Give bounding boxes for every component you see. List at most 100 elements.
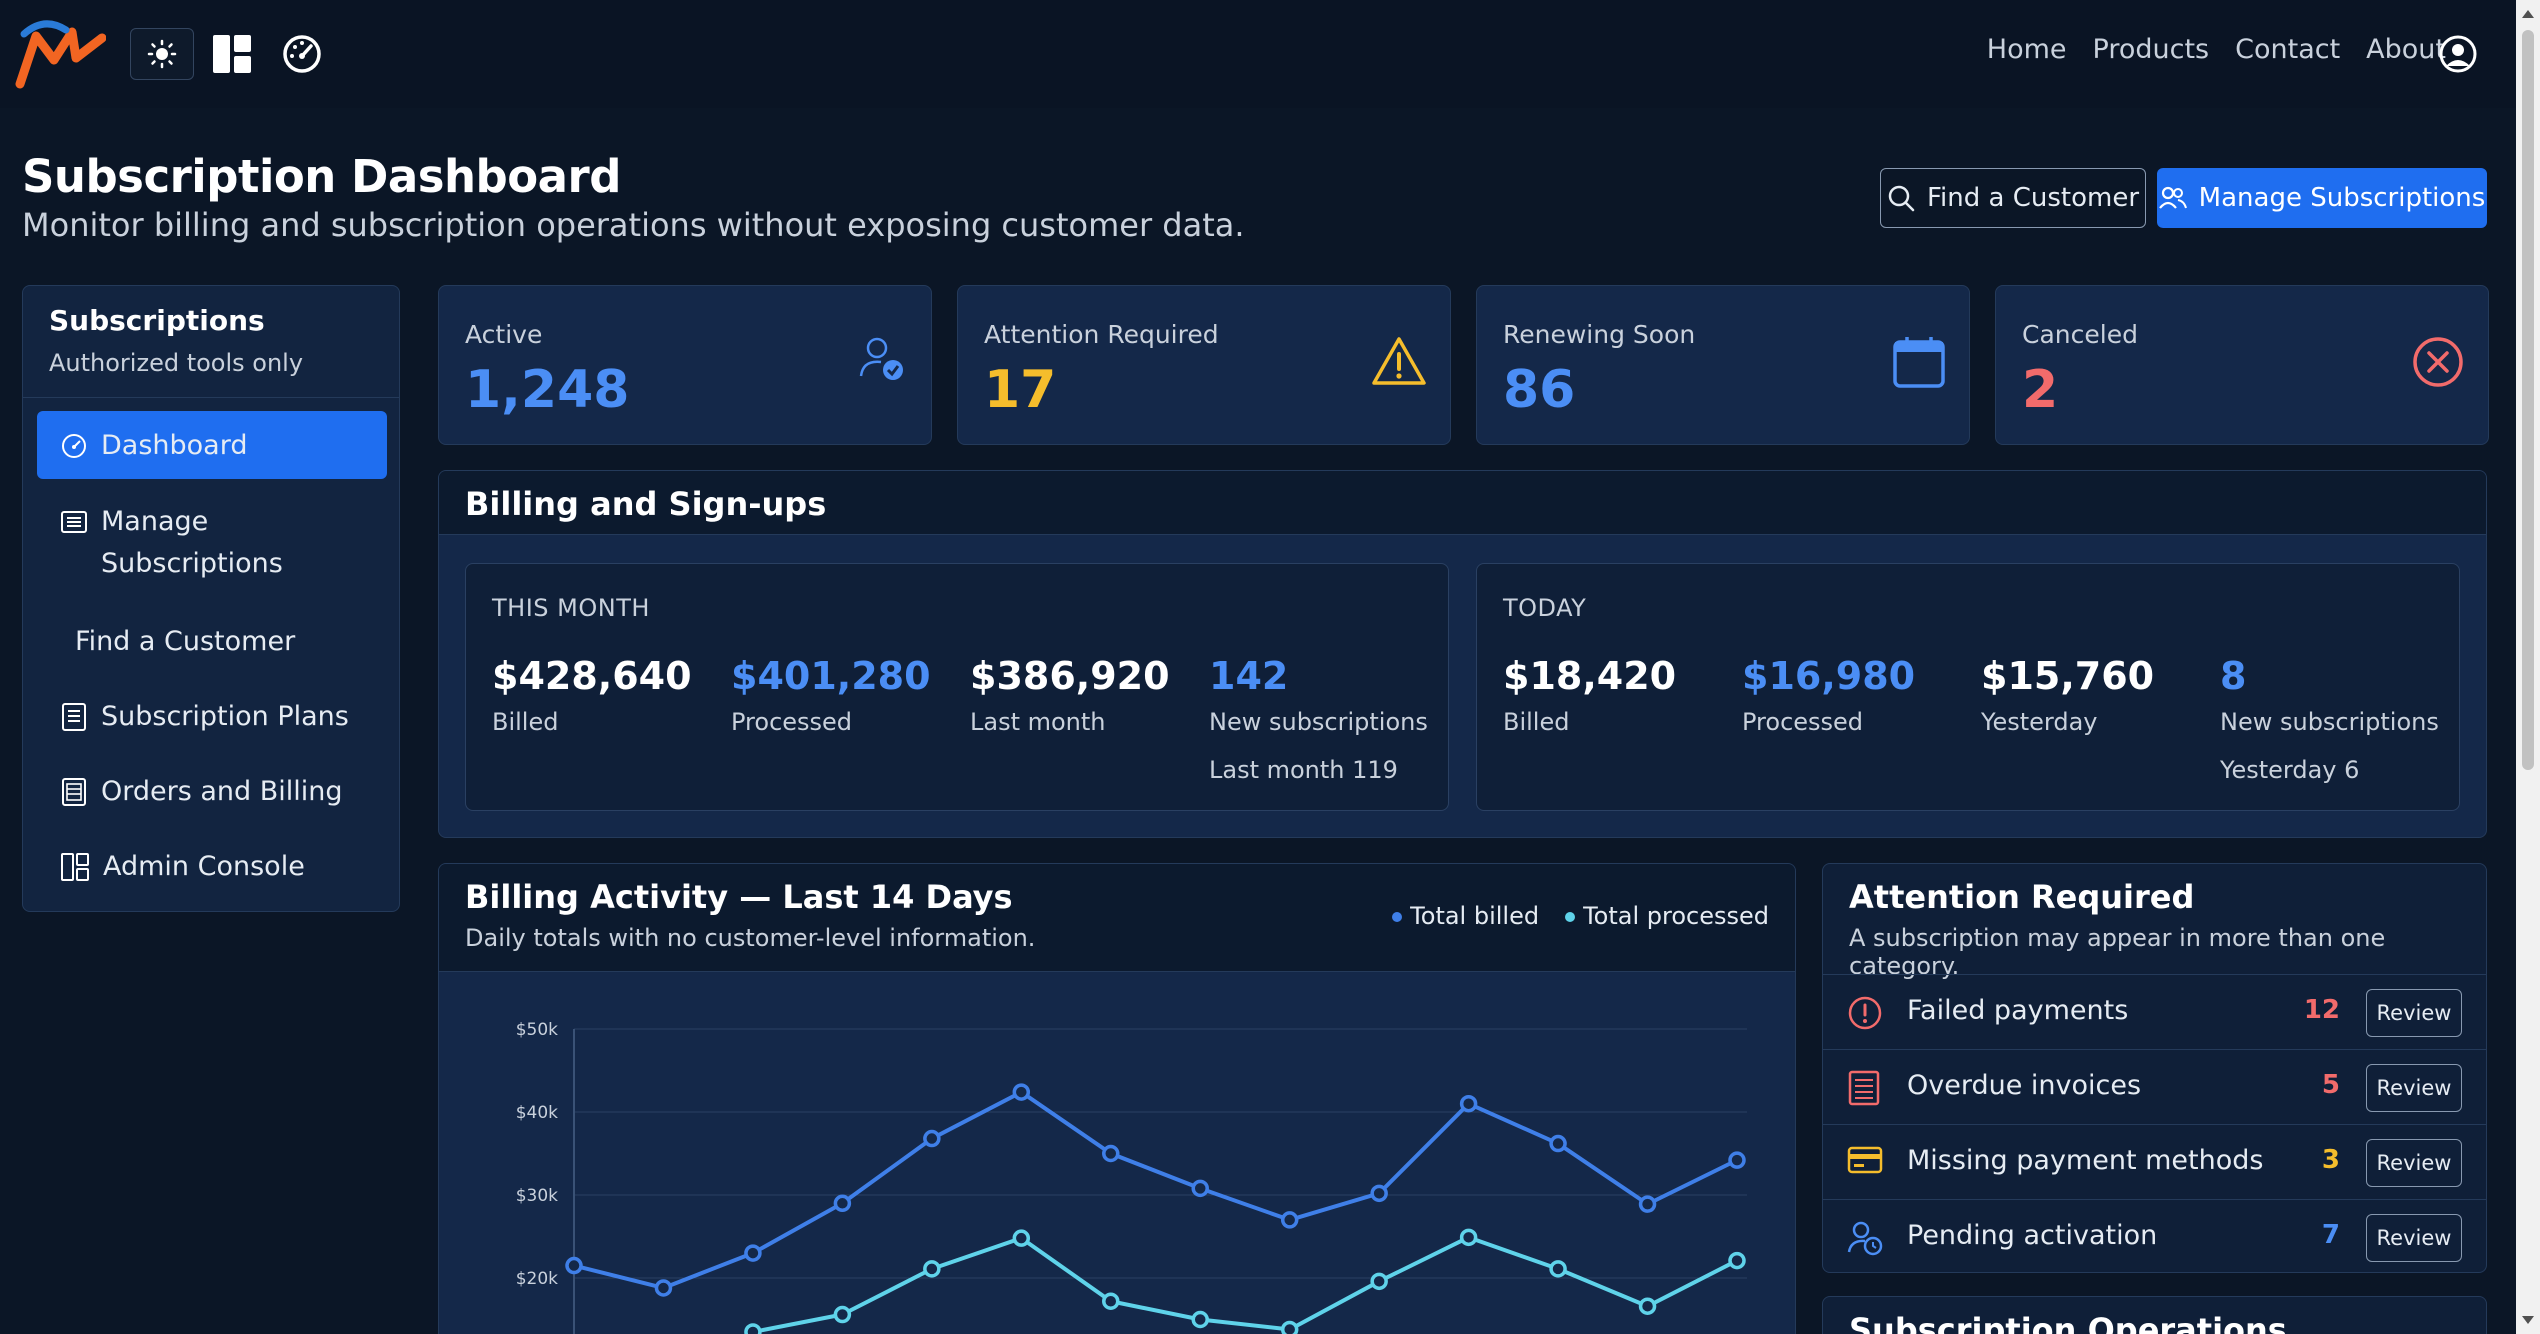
page-scrollbar[interactable]: [2516, 0, 2540, 1334]
attention-row-failed-payments: Failed payments 12 Review: [1823, 974, 2486, 1049]
review-button[interactable]: Review: [2366, 1214, 2462, 1262]
sidebar-item-find-customer[interactable]: Find a Customer: [37, 626, 387, 657]
manage-subscriptions-button[interactable]: Manage Subscriptions: [2157, 168, 2487, 228]
data-point[interactable]: [744, 1244, 762, 1262]
y-tick-label: $20k: [516, 1269, 558, 1289]
manage-subscriptions-label: Manage Subscriptions: [2198, 183, 2486, 213]
activity-header: Billing Activity — Last 14 Days Daily to…: [439, 864, 1795, 972]
sidebar-item-manage-subscriptions[interactable]: Manage Subscriptions: [37, 501, 387, 585]
brand-logo-icon[interactable]: [14, 14, 106, 90]
page-title: Subscription Dashboard: [22, 150, 621, 203]
attention-title: Attention Required: [1849, 878, 2195, 916]
review-button[interactable]: Review: [2366, 1139, 2462, 1187]
today-box: TODAY $18,420 Billed $16,980 Processed $…: [1476, 563, 2460, 811]
sidebar-item-label: Subscription Plans: [101, 701, 349, 732]
metric-note: Yesterday 6: [2220, 756, 2360, 784]
calendar-icon: [1893, 337, 1945, 388]
list-icon: [61, 511, 87, 533]
user-account-icon[interactable]: [2438, 34, 2478, 74]
plans-icon: [62, 703, 86, 731]
nav-link-contact[interactable]: Contact: [2235, 34, 2341, 65]
data-point[interactable]: [1191, 1310, 1209, 1329]
scroll-down-icon[interactable]: [2522, 1316, 2534, 1324]
data-point[interactable]: [1728, 1151, 1746, 1169]
billing-activity-chart: $50k $40k $30k $20k: [516, 1020, 1747, 1334]
nav-link-products[interactable]: Products: [2092, 34, 2210, 65]
today-yesterday-metric: $15,760 Yesterday: [1981, 654, 2154, 736]
sidebar-subtitle: Authorized tools only: [49, 349, 304, 377]
data-point[interactable]: [1370, 1272, 1388, 1291]
activity-title: Billing Activity — Last 14 Days: [465, 878, 1013, 916]
today-billed-metric: $18,420 Billed: [1503, 654, 1676, 736]
sidebar-item-orders-billing[interactable]: Orders and Billing: [37, 776, 387, 807]
sidebar-item-label: Orders and Billing: [101, 776, 343, 807]
data-point[interactable]: [923, 1260, 941, 1278]
y-tick-label: $40k: [516, 1103, 558, 1123]
month-new-metric: 142 New subscriptions Last month 119: [1209, 654, 1428, 784]
attention-count: 7: [2321, 1220, 2340, 1250]
today-new-metric: 8 New subscriptions Yesterday 6: [2220, 654, 2439, 784]
speedometer-icon: [283, 35, 321, 73]
data-point[interactable]: [833, 1194, 852, 1213]
nav-link-home[interactable]: Home: [1986, 34, 2067, 65]
this-month-box: THIS MONTH $428,640 Billed $401,280 Proc…: [465, 563, 1449, 811]
data-point[interactable]: [1102, 1292, 1120, 1310]
find-customer-button[interactable]: Find a Customer: [1880, 168, 2146, 228]
data-point[interactable]: [1280, 1320, 1299, 1334]
data-point[interactable]: [565, 1256, 583, 1275]
scroll-up-icon[interactable]: [2522, 10, 2534, 18]
data-point[interactable]: [1102, 1144, 1120, 1163]
metric-value: 142: [1209, 654, 1289, 698]
attention-label: Pending activation: [1907, 1220, 2158, 1251]
metric-note: Last month 119: [1209, 756, 1398, 784]
data-point[interactable]: [1191, 1179, 1209, 1198]
chart-legend: Total billed Total processed: [1392, 902, 1769, 930]
attention-row-missing-payment-methods: Missing payment methods 3 Review: [1823, 1124, 2486, 1199]
metric-value: $15,760: [1981, 654, 2155, 698]
y-tick-label: $50k: [516, 1020, 558, 1040]
data-point[interactable]: [1549, 1260, 1567, 1278]
sidebar-item-dashboard[interactable]: Dashboard: [37, 411, 387, 479]
billing-activity-panel: Billing Activity — Last 14 Days Daily to…: [438, 863, 1796, 1334]
data-point[interactable]: [833, 1305, 852, 1324]
metric-label: Yesterday: [1981, 708, 2098, 736]
data-point[interactable]: [1638, 1195, 1657, 1213]
metric-label: Last month: [970, 708, 1106, 736]
data-point[interactable]: [1549, 1134, 1567, 1153]
credit-card-icon: [1847, 1146, 1883, 1174]
data-point[interactable]: [1638, 1297, 1657, 1315]
this-month-caption: THIS MONTH: [492, 594, 650, 622]
find-customer-label: Find a Customer: [1926, 183, 2140, 213]
month-last-metric: $386,920 Last month: [970, 654, 1170, 736]
metric-value: $18,420: [1503, 654, 1677, 698]
data-point[interactable]: [1728, 1251, 1746, 1270]
data-point[interactable]: [744, 1323, 762, 1334]
data-point[interactable]: [1280, 1211, 1299, 1229]
sidebar-item-label: Manage Subscriptions: [101, 506, 283, 579]
metric-value: $401,280: [731, 654, 931, 698]
month-processed-metric: $401,280 Processed: [731, 654, 931, 736]
layout-button[interactable]: [200, 28, 264, 80]
data-point[interactable]: [1012, 1083, 1031, 1101]
today-processed-metric: $16,980 Processed: [1742, 654, 1915, 736]
review-button[interactable]: Review: [2366, 1064, 2462, 1112]
data-point[interactable]: [923, 1129, 941, 1148]
scrollbar-thumb[interactable]: [2522, 30, 2534, 770]
sidebar: Subscriptions Authorized tools only Dash…: [22, 285, 400, 912]
data-point[interactable]: [1370, 1184, 1388, 1203]
stat-value: 2: [2022, 360, 2059, 420]
dashboard-gauge-button[interactable]: [270, 28, 334, 80]
theme-toggle-button[interactable]: [130, 28, 194, 80]
sidebar-item-admin-console[interactable]: Admin Console: [37, 851, 387, 882]
nav-link-about[interactable]: About: [2366, 34, 2446, 65]
alert-circle-icon: [1848, 996, 1882, 1030]
metric-label: Processed: [731, 708, 853, 736]
sidebar-item-subscription-plans[interactable]: Subscription Plans: [37, 701, 387, 732]
data-point[interactable]: [1012, 1229, 1031, 1247]
data-point[interactable]: [1459, 1094, 1478, 1113]
review-button[interactable]: Review: [2366, 989, 2462, 1037]
x-circle-icon: [2413, 337, 2463, 387]
layout-icon: [213, 35, 251, 73]
data-point[interactable]: [654, 1279, 673, 1297]
data-point[interactable]: [1459, 1228, 1478, 1247]
